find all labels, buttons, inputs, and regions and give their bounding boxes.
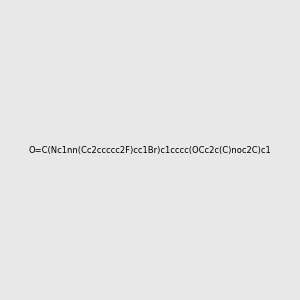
Text: O=C(Nc1nn(Cc2ccccc2F)cc1Br)c1cccc(OCc2c(C)noc2C)c1: O=C(Nc1nn(Cc2ccccc2F)cc1Br)c1cccc(OCc2c(… [28, 146, 272, 154]
